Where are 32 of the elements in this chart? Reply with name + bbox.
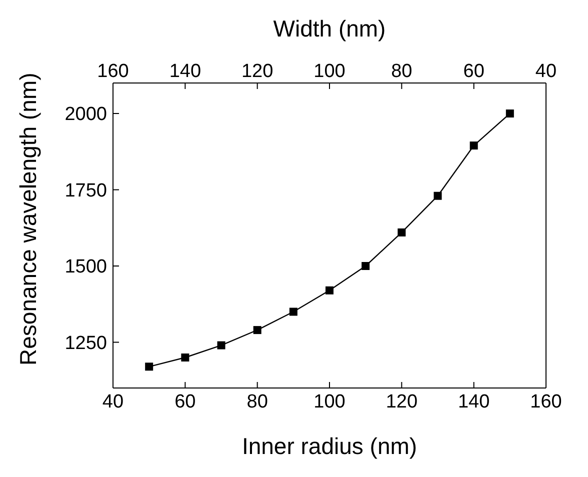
x2-tick-label: 160: [97, 61, 129, 82]
y-tick-label: 1750: [64, 180, 107, 202]
x-tick-label: 140: [458, 391, 490, 412]
y-tick-label: 1250: [64, 332, 107, 354]
x-tick-label: 80: [246, 391, 268, 412]
point: [289, 308, 298, 316]
point: [217, 341, 226, 350]
x2-tick-label: 100: [314, 61, 346, 82]
x-axis-title: Inner radius (nm): [242, 433, 418, 459]
x2-tick-label: 120: [241, 61, 274, 82]
x2-tick-label: 140: [169, 61, 202, 82]
point: [253, 326, 262, 334]
y-tick-label: 1500: [64, 256, 107, 278]
point: [181, 354, 190, 362]
x2-tick-label: 80: [391, 61, 412, 82]
point: [506, 110, 514, 118]
point: [145, 362, 154, 371]
x-tick-label: 160: [530, 391, 562, 412]
x2-tick-label: 60: [463, 61, 484, 82]
x-tick-label: 100: [314, 391, 346, 412]
point: [362, 262, 370, 270]
x2-tick-label: 40: [535, 61, 557, 82]
x-tick-label: 120: [386, 391, 418, 412]
x-tick-label: 60: [174, 391, 196, 412]
y-tick-label: 2000: [64, 104, 107, 126]
x-tick-label: 40: [102, 391, 124, 412]
point: [434, 192, 442, 200]
point: [398, 228, 406, 236]
point: [326, 286, 334, 294]
x2-axis-title: Width (nm): [273, 15, 386, 42]
y-axis-title: Resonance wavelength (nm): [15, 72, 42, 366]
point: [470, 142, 478, 150]
